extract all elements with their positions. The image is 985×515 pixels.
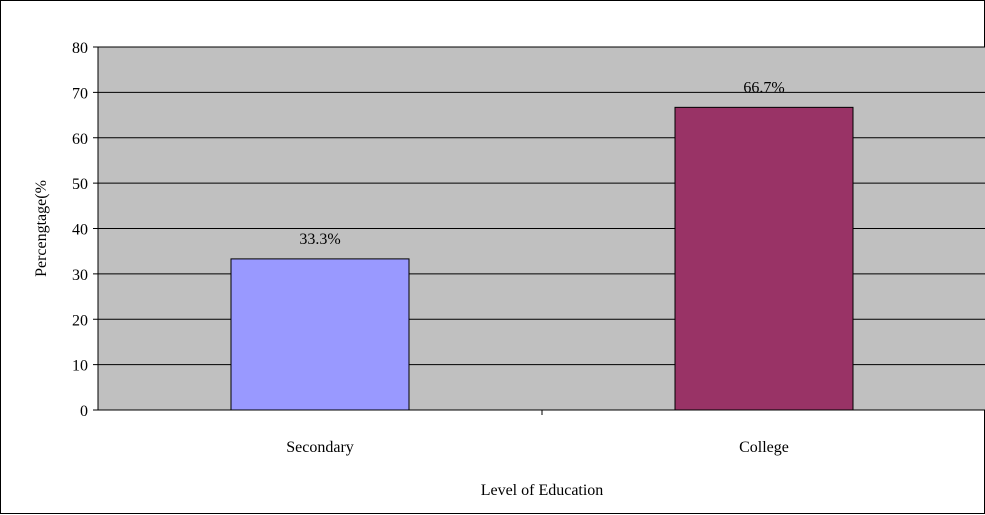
y-tick-label: 50 (72, 176, 88, 193)
y-tick-label: 70 (72, 85, 88, 102)
y-axis-ticks: 0 10 20 30 40 50 60 70 80 (72, 40, 98, 420)
y-tick-label: 30 (72, 267, 88, 284)
x-tick-label: Secondary (286, 439, 354, 456)
y-tick-label: 20 (72, 312, 88, 329)
data-label: 33.3% (299, 231, 340, 248)
data-label: 66.7% (743, 79, 784, 96)
y-tick-label: 80 (72, 40, 88, 57)
y-tick-label: 10 (72, 358, 88, 375)
category-labels: Secondary College (286, 439, 789, 456)
data-labels: 33.3% 66.7% (299, 79, 784, 248)
bar-secondary (230, 258, 410, 411)
x-tick-label: College (739, 439, 789, 456)
y-tick-label: 0 (80, 403, 88, 420)
y-tick-label: 60 (72, 131, 88, 148)
x-axis-title: Level of Education (481, 482, 604, 499)
y-axis-title: Percengtage(% (33, 180, 50, 277)
y-tick-label: 40 (72, 222, 88, 239)
bar-college (674, 106, 854, 411)
bars (230, 106, 854, 411)
